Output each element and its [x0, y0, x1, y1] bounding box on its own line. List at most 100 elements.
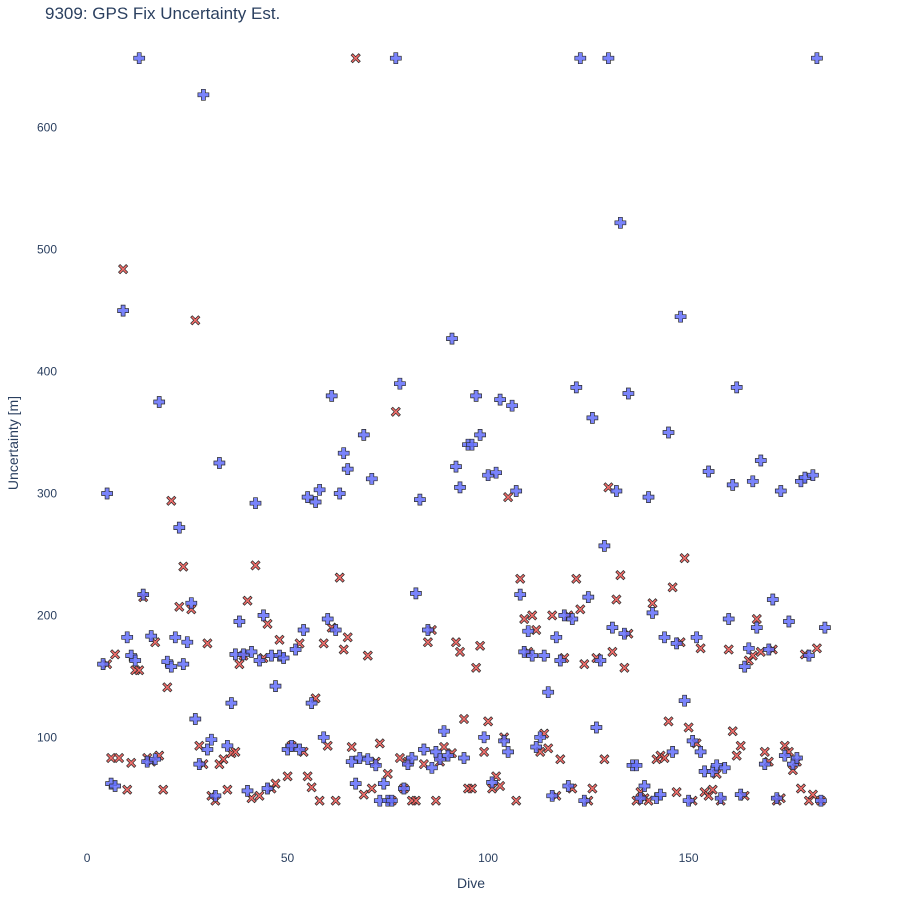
cross-marker-point	[382, 768, 393, 779]
cross-marker-point	[322, 740, 333, 751]
cross-marker-point	[503, 492, 514, 503]
plus-marker-point	[337, 447, 350, 460]
plus-marker-point	[265, 649, 278, 662]
plus-marker-point	[458, 752, 470, 764]
plus-marker-point	[518, 646, 531, 658]
cross-marker-point	[230, 746, 241, 757]
cross-marker-point	[250, 560, 261, 571]
plus-marker-point	[506, 399, 518, 412]
cross-marker-point	[731, 750, 742, 761]
cross-marker-point	[587, 783, 598, 794]
plus-marker-point	[241, 785, 254, 797]
plus-marker-point	[762, 643, 775, 656]
plus-marker-point	[470, 390, 482, 402]
cross-marker-point	[611, 594, 622, 605]
cross-marker-point	[174, 601, 185, 612]
plus-marker-point	[730, 381, 743, 394]
plus-marker-point	[325, 390, 338, 402]
cross-marker-point	[671, 787, 682, 798]
plus-marker-point	[746, 475, 759, 488]
cross-marker-point	[547, 610, 558, 621]
cross-marker-point	[314, 795, 325, 806]
plus-marker-point	[349, 777, 362, 790]
plus-marker-point	[341, 463, 354, 475]
plus-marker-point	[209, 789, 222, 802]
cross-marker-point	[162, 682, 173, 693]
plus-marker-point	[698, 765, 711, 778]
cross-marker-point	[571, 573, 582, 584]
plus-marker-point	[321, 613, 334, 625]
plus-marker-point	[750, 621, 763, 634]
plus-marker-point	[257, 609, 270, 622]
plus-marker-point	[530, 741, 543, 753]
plus-marker-point	[237, 648, 250, 661]
plus-marker-point	[778, 749, 791, 762]
plus-marker-point	[758, 758, 771, 770]
plus-marker-point	[494, 393, 506, 406]
cross-marker-point	[222, 784, 233, 795]
cross-marker-point	[274, 634, 285, 645]
plus-marker-point	[546, 789, 559, 802]
cross-marker-point	[262, 618, 273, 629]
cross-marker-point	[579, 659, 590, 670]
cross-marker-point	[795, 783, 806, 794]
plus-marker-point	[783, 615, 795, 628]
cross-marker-point	[306, 782, 317, 793]
plus-marker-point	[229, 648, 242, 661]
plus-marker-point	[770, 792, 783, 805]
plus-marker-point	[253, 654, 266, 667]
plus-marker-point	[329, 624, 342, 636]
plus-marker-point	[141, 755, 154, 768]
plus-marker-point	[165, 660, 178, 673]
plus-marker-point	[803, 649, 815, 662]
plus-marker-point	[466, 438, 478, 451]
plus-marker-point	[662, 426, 675, 439]
cross-marker-point	[735, 740, 746, 751]
plus-marker-point	[694, 746, 707, 758]
cross-marker-point	[178, 561, 189, 572]
plus-marker-point	[289, 643, 302, 656]
y-tick-label: 400	[37, 365, 57, 379]
plus-marker-point	[799, 471, 811, 484]
plus-marker-point	[197, 88, 210, 101]
plus-marker-point	[414, 493, 426, 506]
plus-marker-point	[185, 597, 198, 610]
plus-marker-point	[670, 637, 683, 650]
plus-marker-point	[482, 469, 494, 482]
plus-marker-point	[269, 680, 282, 692]
plus-marker-point	[285, 739, 298, 752]
cross-marker-point	[254, 790, 265, 801]
scatter-points	[97, 52, 831, 807]
plus-marker-point	[722, 613, 735, 625]
plus-marker-point	[630, 759, 643, 772]
plus-marker-point	[305, 697, 318, 709]
chart-title: 9309: GPS Fix Uncertainty Est.	[45, 4, 281, 23]
plus-marker-point	[193, 758, 206, 770]
plus-marker-point	[345, 755, 358, 768]
y-tick-label: 100	[37, 730, 57, 744]
plus-marker-point	[109, 780, 121, 792]
plus-marker-point	[478, 731, 490, 744]
cross-marker-point	[422, 637, 433, 648]
x-tick-label: 50	[281, 851, 295, 865]
cross-marker-point	[543, 743, 554, 754]
cross-marker-point	[663, 716, 674, 727]
plus-marker-point	[249, 497, 262, 510]
cross-marker-point	[555, 754, 566, 765]
plus-marker-point	[181, 636, 194, 649]
plus-marker-point	[586, 412, 599, 424]
plus-marker-point	[582, 591, 595, 603]
cross-marker-point	[647, 598, 658, 609]
plus-marker-point	[710, 759, 723, 772]
plus-marker-point	[718, 761, 731, 774]
cross-marker-point	[374, 738, 385, 749]
plus-marker-point	[201, 743, 214, 756]
plus-marker-point	[233, 615, 246, 628]
plus-marker-point	[774, 485, 787, 497]
plus-marker-point	[410, 587, 422, 600]
plus-marker-point	[101, 487, 113, 500]
plus-marker-point	[638, 780, 651, 792]
cross-marker-point	[475, 640, 486, 651]
cross-marker-point	[619, 662, 630, 673]
